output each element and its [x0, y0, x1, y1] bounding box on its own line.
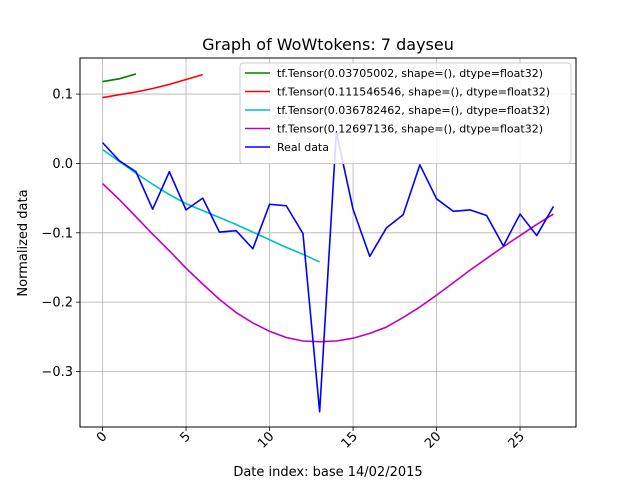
legend-label: tf.Tensor(0.111546546, shape=(), dtype=f… [277, 86, 550, 99]
x-tick-label: 25 [506, 429, 528, 451]
y-axis-ticks: −0.3 −0.2 −0.1 0.0 0.1 [41, 88, 80, 380]
legend-box [239, 62, 572, 164]
series-line-0 [102, 73, 137, 83]
x-tick-label: 5 [177, 429, 193, 445]
legend-label: Real data [277, 141, 329, 154]
x-axis-ticks: 0 5 10 15 20 25 [94, 427, 528, 452]
x-tick-label: 15 [339, 429, 361, 451]
legend-label: tf.Tensor(0.036782462, shape=(), dtype=f… [277, 104, 550, 117]
x-axis-label: Date index: base 14/02/2015 [233, 465, 422, 480]
legend: tf.Tensor(0.03705002, shape=(), dtype=fl… [239, 62, 572, 164]
y-tick-label: −0.1 [41, 226, 73, 241]
chart-title: Graph of WoWtokens: 7 dayseu [202, 35, 454, 54]
series-group [101, 73, 555, 413]
y-tick-label: −0.3 [41, 365, 73, 380]
legend-label: tf.Tensor(0.12697136, shape=(), dtype=fl… [277, 123, 543, 136]
y-tick-label: −0.2 [41, 296, 73, 311]
series-line-3 [101, 182, 554, 343]
legend-label: tf.Tensor(0.03705002, shape=(), dtype=fl… [277, 67, 543, 80]
y-axis-label: Normalized data [16, 189, 31, 296]
series-line-4 [101, 131, 555, 413]
x-tick-label: 20 [422, 429, 444, 451]
plot-frame [79, 57, 577, 428]
y-tick-label: 0.0 [52, 157, 73, 172]
x-tick-label: 10 [255, 429, 277, 451]
y-tick-label: 0.1 [52, 88, 73, 103]
series-line-1 [102, 73, 203, 99]
x-tick-label: 0 [94, 429, 110, 445]
